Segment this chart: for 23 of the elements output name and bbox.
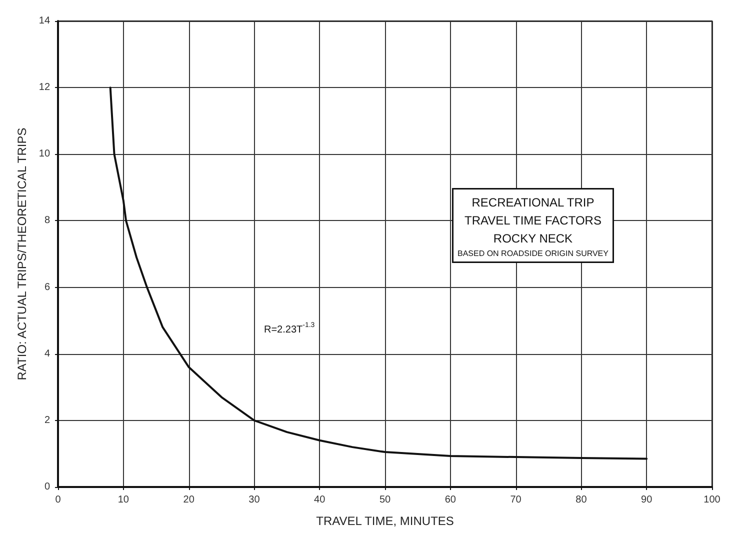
y-tick-label: 6	[44, 282, 50, 293]
x-tick-label: 0	[55, 494, 62, 506]
x-axis-title: TRAVEL TIME, MINUTES	[316, 514, 454, 528]
x-tick-label: 80	[576, 494, 588, 506]
x-tick-label: 10	[118, 494, 130, 506]
x-tick-label: 20	[183, 494, 195, 506]
x-tick-label: 90	[641, 494, 653, 506]
x-tick-label: 40	[314, 494, 326, 506]
y-tick-label: 8	[44, 215, 50, 226]
x-tick-label: 50	[379, 494, 392, 506]
y-tick-label: 2	[44, 414, 50, 426]
annotation: RECREATIONAL TRIP TRAVEL TIME FACTORS ROCKY NECK BASED ON ROADSIDE ORIGIN SURVEY	[458, 196, 610, 258]
x-tick-label: 100	[704, 494, 721, 506]
y-axis-title: RATIO: ACTUAL TRIPS/THEORETICAL TRIPS	[15, 128, 29, 380]
x-tick-label: 30	[248, 494, 260, 506]
y-tick-label: 14	[38, 16, 50, 26]
y-tick-label: 10	[38, 148, 50, 160]
y-tick-label: 0	[44, 482, 50, 492]
y-tick-label: 4	[44, 348, 50, 360]
y-tick-label: 12	[38, 82, 50, 94]
line-series	[109, 86, 648, 460]
x-tick-label: 70	[510, 494, 522, 506]
x-tick-label: 60	[444, 494, 456, 506]
